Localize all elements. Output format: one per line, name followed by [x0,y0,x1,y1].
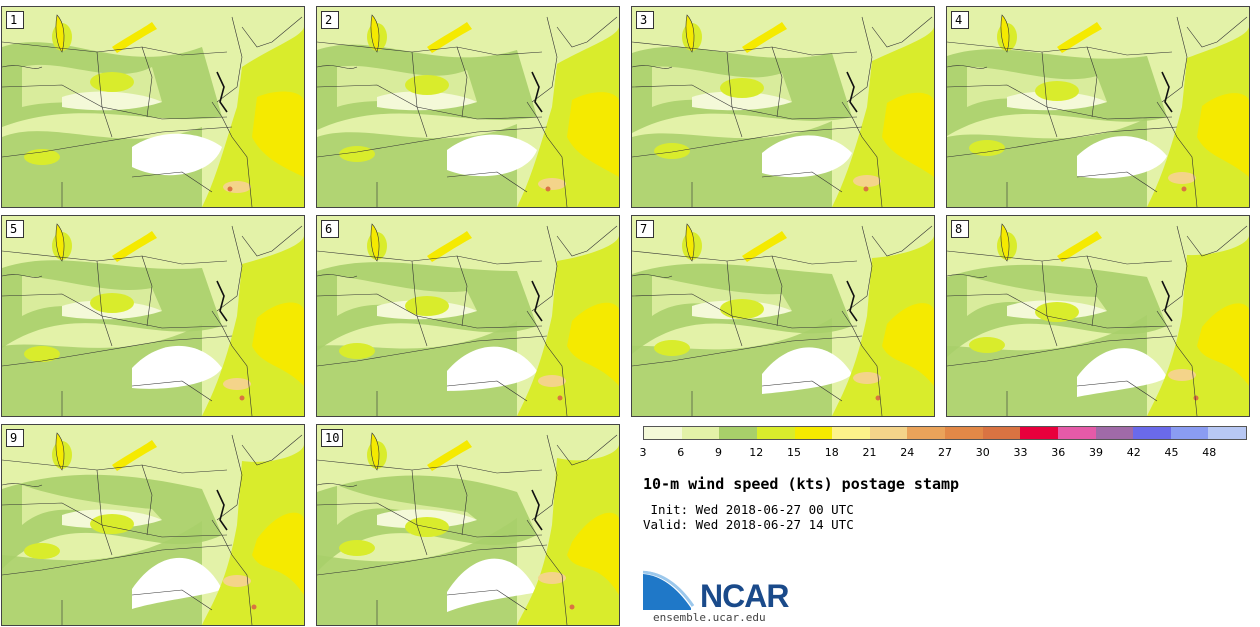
wind-speed-map [632,216,934,416]
ncar-logo-icon [643,570,696,610]
legend-tick-label: 3 [639,446,647,459]
legend-tick-label: 45 [1164,446,1179,459]
panel-label: 1 [6,11,24,29]
panel-label: 8 [951,220,969,238]
legend-tick-label: 48 [1202,446,1217,459]
wind-speed-map [2,7,304,207]
color-legend [643,426,1247,440]
legend-swatch [1133,427,1171,439]
wind-speed-map [2,425,304,625]
map-panel-6: 6 [316,215,620,417]
legend-swatch [756,427,795,439]
legend-tick-label: 36 [1051,446,1066,459]
wind-speed-map [632,7,934,207]
wind-speed-map [317,216,619,416]
legend-swatch [794,427,833,439]
valid-time: Valid: Wed 2018-06-27 14 UTC [643,517,854,532]
logo-url: ensemble.ucar.edu [653,611,766,624]
legend-tick-label: 18 [824,446,839,459]
wind-speed-map [317,425,619,625]
legend-swatch [1170,427,1209,439]
map-panel-8: 8 [946,215,1250,417]
legend-swatch [1057,427,1096,439]
legend-swatch [869,427,908,439]
legend-swatch [832,427,870,439]
legend-swatch [644,427,682,439]
legend-tick-label: 42 [1126,446,1141,459]
panel-label: 10 [321,429,344,447]
map-panel-1: 1 [1,6,305,208]
legend-swatch [1208,427,1246,439]
map-panel-10: 10 [316,424,620,626]
map-panel-5: 5 [1,215,305,417]
init-time: Init: Wed 2018-06-27 00 UTC [643,502,854,517]
map-panel-4: 4 [946,6,1250,208]
panel-label: 4 [951,11,969,29]
legend-swatch [945,427,983,439]
color-legend-ticks: 3 6 9 12 15 18 21 24 27 30 33 36 39 42 45 48 [639,446,1247,460]
panel-label: 2 [321,11,339,29]
legend-tick-label: 21 [862,446,877,459]
panel-label: 9 [6,429,24,447]
legend-tick-label: 12 [749,446,764,459]
panel-label: 3 [636,11,654,29]
legend-swatch [1095,427,1134,439]
legend-swatch [1020,427,1058,439]
legend-swatch [719,427,757,439]
panel-label: 5 [6,220,24,238]
panel-label: 6 [321,220,339,238]
wind-speed-map [947,216,1249,416]
plot-title: 10-m wind speed (kts) postage stamp [643,475,960,493]
legend-swatch [681,427,720,439]
wind-speed-map [2,216,304,416]
legend-tick-label: 6 [677,446,685,459]
wind-speed-map [317,7,619,207]
legend-tick-label: 24 [900,446,915,459]
logo-wordmark: NCAR [700,578,789,614]
panel-label: 7 [636,220,654,238]
legend-tick-label: 27 [938,446,952,459]
legend-tick-label: 33 [1013,446,1028,459]
map-panel-3: 3 [631,6,935,208]
legend-tick-label: 9 [715,446,722,459]
legend-tick-label: 39 [1089,446,1103,459]
wind-speed-map [947,7,1249,207]
legend-tick-label: 30 [975,446,990,459]
legend-swatch [982,427,1021,439]
legend-swatch [907,427,945,439]
map-panel-7: 7 [631,215,935,417]
map-panel-2: 2 [316,6,620,208]
map-panel-9: 9 [1,424,305,626]
legend-tick-label: 15 [787,446,801,459]
